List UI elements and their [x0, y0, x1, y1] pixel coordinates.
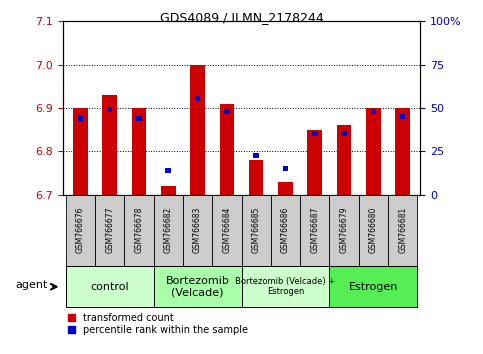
Legend: transformed count, percentile rank within the sample: transformed count, percentile rank withi…	[68, 313, 248, 335]
FancyBboxPatch shape	[124, 195, 154, 266]
Text: GSM766680: GSM766680	[369, 207, 378, 253]
FancyBboxPatch shape	[271, 195, 300, 266]
Bar	[102, 95, 117, 195]
Bar	[249, 160, 263, 195]
Text: control: control	[90, 282, 129, 292]
FancyBboxPatch shape	[329, 266, 417, 307]
FancyBboxPatch shape	[212, 195, 242, 266]
FancyBboxPatch shape	[242, 266, 329, 307]
FancyBboxPatch shape	[329, 195, 359, 266]
FancyBboxPatch shape	[300, 195, 329, 266]
Bar	[254, 153, 259, 158]
FancyBboxPatch shape	[66, 266, 154, 307]
Bar	[190, 65, 205, 195]
Bar	[312, 131, 317, 136]
FancyBboxPatch shape	[183, 195, 212, 266]
FancyBboxPatch shape	[242, 195, 271, 266]
Text: GSM766686: GSM766686	[281, 207, 290, 253]
Bar	[337, 125, 351, 195]
Text: GSM766678: GSM766678	[134, 207, 143, 253]
Text: GSM766677: GSM766677	[105, 207, 114, 253]
Text: GSM766685: GSM766685	[252, 207, 261, 253]
Text: GSM766681: GSM766681	[398, 207, 407, 253]
Text: Bortezomib
(Velcade): Bortezomib (Velcade)	[166, 276, 229, 298]
FancyBboxPatch shape	[359, 195, 388, 266]
Bar	[341, 131, 347, 136]
Text: agent: agent	[15, 280, 48, 290]
Bar	[107, 107, 113, 112]
Bar	[136, 116, 142, 121]
Text: GSM766684: GSM766684	[222, 207, 231, 253]
Bar	[366, 108, 381, 195]
Bar	[166, 168, 171, 173]
FancyBboxPatch shape	[388, 195, 417, 266]
Bar	[395, 108, 410, 195]
Bar	[195, 96, 200, 102]
FancyBboxPatch shape	[66, 195, 95, 266]
Bar	[220, 104, 234, 195]
Bar	[283, 166, 288, 171]
Bar	[73, 108, 88, 195]
Text: Bortezomib (Velcade) +
Estrogen: Bortezomib (Velcade) + Estrogen	[235, 277, 336, 296]
Text: GSM766683: GSM766683	[193, 207, 202, 253]
Bar	[224, 109, 229, 114]
Bar	[307, 130, 322, 195]
FancyBboxPatch shape	[154, 195, 183, 266]
Bar	[370, 109, 376, 114]
Text: GDS4089 / ILMN_2178244: GDS4089 / ILMN_2178244	[159, 11, 324, 24]
Text: GSM766679: GSM766679	[340, 207, 349, 253]
FancyBboxPatch shape	[95, 195, 124, 266]
Bar	[278, 182, 293, 195]
Text: GSM766676: GSM766676	[76, 207, 85, 253]
Bar	[400, 114, 405, 119]
Bar	[161, 186, 176, 195]
Text: GSM766682: GSM766682	[164, 207, 173, 253]
Bar	[132, 108, 146, 195]
Text: Estrogen: Estrogen	[349, 282, 398, 292]
Text: GSM766687: GSM766687	[310, 207, 319, 253]
Bar	[78, 116, 83, 121]
FancyBboxPatch shape	[154, 266, 242, 307]
